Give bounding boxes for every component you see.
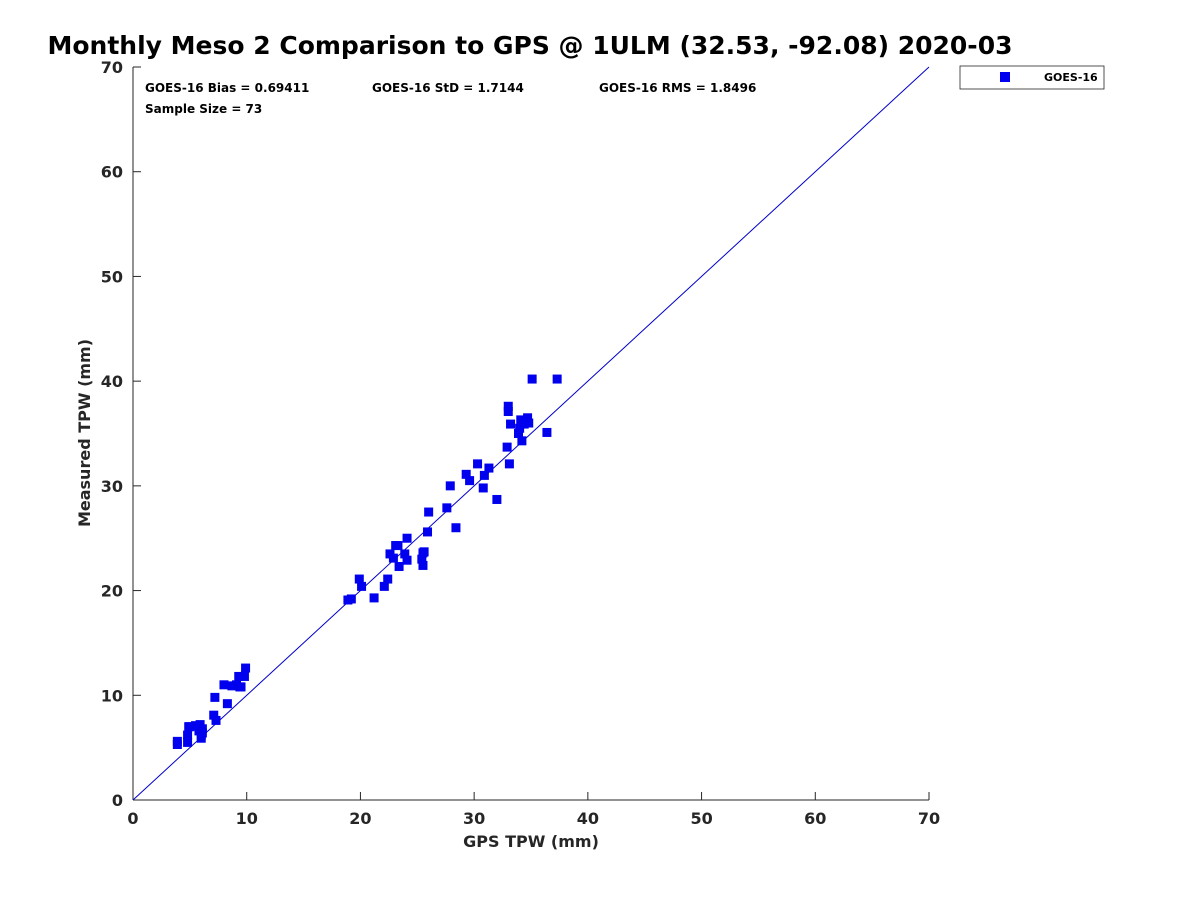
data-point — [542, 427, 552, 437]
data-point — [423, 527, 433, 537]
data-point — [354, 574, 364, 584]
legend: GOES-16 — [959, 65, 1105, 90]
data-point — [492, 494, 502, 504]
data-points — [172, 374, 562, 750]
data-point — [418, 560, 428, 570]
data-point — [379, 581, 389, 591]
data-point — [519, 419, 529, 429]
data-point — [172, 736, 182, 746]
y-tick-label: 0 — [112, 791, 123, 810]
axes-group: 0 10 20 30 40 50 60 70 0 10 20 30 40 50 60 70 — [101, 58, 940, 828]
data-point — [502, 442, 512, 452]
data-point — [524, 418, 534, 428]
legend-label: GOES-16 — [1044, 71, 1098, 84]
data-point — [513, 429, 523, 438]
data-point — [527, 374, 537, 384]
reference-line-layer — [132, 66, 930, 801]
data-point — [419, 547, 429, 557]
x-tick-label: 50 — [690, 809, 712, 828]
chart-title: Monthly Meso 2 Comparison to GPS @ 1ULM … — [48, 31, 1013, 60]
legend-box — [959, 65, 1105, 90]
data-point — [424, 507, 434, 517]
data-point — [183, 737, 193, 747]
x-tick-label: 60 — [804, 809, 826, 828]
data-point — [383, 574, 393, 584]
y-tick-label: 10 — [101, 686, 123, 705]
data-point — [191, 721, 201, 731]
data-point — [185, 722, 195, 732]
data-point — [417, 554, 427, 564]
data-point — [402, 555, 412, 565]
data-point — [552, 374, 562, 384]
data-point — [400, 549, 410, 559]
data-point — [451, 523, 461, 533]
x-tick-label: 30 — [463, 809, 485, 828]
data-point — [234, 671, 244, 681]
data-point — [219, 680, 229, 690]
data-point — [515, 423, 525, 433]
x-tick-label: 0 — [127, 809, 138, 828]
data-point — [197, 728, 207, 738]
data-point — [461, 469, 471, 479]
x-tick-label: 70 — [918, 809, 940, 828]
data-point — [210, 692, 220, 702]
y-axis-label: Measured TPW (mm) — [75, 339, 94, 527]
stat-rms: GOES-16 RMS = 1.8496 — [599, 81, 756, 95]
data-point — [227, 681, 237, 691]
x-axis-label: GPS TPW (mm) — [463, 832, 599, 851]
x-tick-label: 10 — [236, 809, 258, 828]
data-point — [473, 459, 483, 469]
y-tick-label: 50 — [101, 267, 123, 286]
one-to-one-line — [132, 66, 930, 801]
stat-bias: GOES-16 Bias = 0.69411 — [145, 81, 309, 95]
data-point — [393, 541, 403, 551]
data-point — [183, 730, 193, 740]
data-point — [445, 481, 455, 491]
data-point — [484, 463, 494, 473]
y-tick-label: 40 — [101, 372, 123, 391]
data-point — [478, 483, 488, 493]
data-point — [479, 470, 489, 480]
stat-std: GOES-16 StD = 1.7144 — [372, 81, 524, 95]
data-point — [241, 663, 251, 673]
data-point — [523, 413, 533, 423]
data-point — [503, 407, 513, 417]
data-point — [506, 419, 516, 429]
data-point — [504, 459, 514, 469]
data-point — [222, 699, 232, 709]
data-point — [465, 476, 475, 486]
data-point — [503, 401, 513, 411]
y-tick-label: 70 — [101, 58, 123, 77]
y-tick-label: 60 — [101, 163, 123, 182]
data-point — [239, 671, 249, 681]
x-tick-label: 20 — [349, 809, 371, 828]
y-tick-label: 20 — [101, 582, 123, 601]
data-point — [394, 561, 404, 571]
data-point — [236, 682, 246, 692]
data-point — [402, 533, 412, 543]
data-point — [442, 503, 452, 513]
stat-sample-size: Sample Size = 73 — [145, 102, 262, 116]
x-tick-label: 40 — [577, 809, 599, 828]
data-point — [209, 710, 219, 720]
data-point — [357, 581, 367, 591]
data-point — [517, 436, 527, 446]
data-point — [346, 594, 356, 604]
data-point — [211, 715, 221, 725]
data-point — [369, 593, 379, 603]
legend-marker — [1000, 72, 1010, 82]
data-point — [388, 553, 398, 563]
y-tick-label: 30 — [101, 477, 123, 496]
